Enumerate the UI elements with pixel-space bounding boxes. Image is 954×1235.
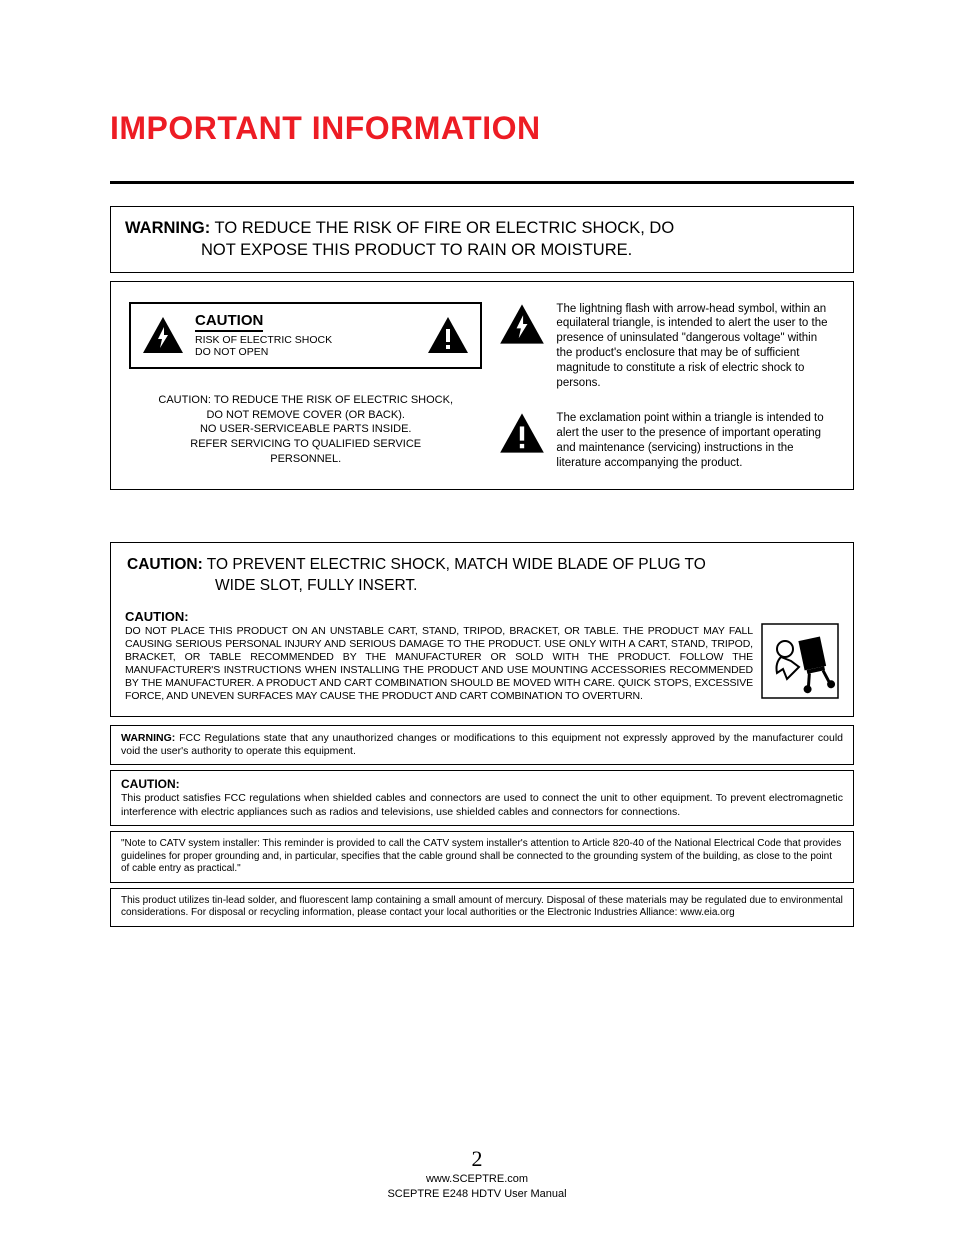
caution-plug-box: CAUTION: TO PREVENT ELECTRIC SHOCK, MATC… xyxy=(110,542,854,717)
caution-cart-label: CAUTION: xyxy=(125,609,753,624)
caution-inner-title: CAUTION xyxy=(195,312,263,332)
exclamation-triangle-icon xyxy=(498,411,546,455)
page-footer: 2 www.SCEPTRE.com SCEPTRE E248 HDTV User… xyxy=(0,1146,954,1201)
footer-manual: SCEPTRE E248 HDTV User Manual xyxy=(0,1187,954,1201)
fcc-warning-box: WARNING: FCC Regulations state that any … xyxy=(110,725,854,766)
catv-note-box: "Note to CATV system installer: This rem… xyxy=(110,831,854,883)
lightning-symbol-row: The lightning flash with arrow-head symb… xyxy=(498,302,835,392)
fcc-caution-box: CAUTION: This product satisfies FCC regu… xyxy=(110,770,854,826)
page-title: IMPORTANT INFORMATION xyxy=(110,110,854,147)
warning-label: WARNING: xyxy=(125,219,210,237)
caution-inner-box: CAUTION RISK OF ELECTRIC SHOCK DO NOT OP… xyxy=(129,302,482,369)
caution-plug-line2: WIDE SLOT, FULLY INSERT. xyxy=(127,576,837,597)
footer-url: www.SCEPTRE.com xyxy=(0,1172,954,1186)
exclamation-description: The exclamation point within a triangle … xyxy=(556,411,835,471)
catv-note-text: "Note to CATV system installer: This rem… xyxy=(121,838,843,876)
caution-text: CAUTION: TO REDUCE THE RISK OF ELECTRIC … xyxy=(150,393,461,467)
warning-line1: TO REDUCE THE RISK OF FIRE OR ELECTRIC S… xyxy=(210,219,674,237)
warning-line2: NOT EXPOSE THIS PRODUCT TO RAIN OR MOIST… xyxy=(125,239,839,261)
fcc-caution-label: CAUTION: xyxy=(121,777,843,791)
lightning-triangle-icon xyxy=(141,315,185,355)
page-number: 2 xyxy=(0,1146,954,1172)
caution-inner-sub2: DO NOT OPEN xyxy=(195,346,416,359)
caution-plug-line1: TO PREVENT ELECTRIC SHOCK, MATCH WIDE BL… xyxy=(203,556,706,573)
cart-tip-icon xyxy=(761,623,839,699)
warning-box: WARNING: TO REDUCE THE RISK OF FIRE OR E… xyxy=(110,206,854,273)
fcc-warning-text: FCC Regulations state that any unauthori… xyxy=(121,732,843,757)
fcc-caution-text: This product satisfies FCC regulations w… xyxy=(121,792,843,819)
caution-plug-label: CAUTION: xyxy=(127,556,203,573)
safety-symbols-box: CAUTION RISK OF ELECTRIC SHOCK DO NOT OP… xyxy=(110,281,854,490)
caution-cart-text: DO NOT PLACE THIS PRODUCT ON AN UNSTABLE… xyxy=(125,625,753,704)
exclamation-triangle-icon xyxy=(426,315,470,355)
lightning-triangle-icon xyxy=(498,302,546,346)
exclamation-symbol-row: The exclamation point within a triangle … xyxy=(498,411,835,471)
disposal-note-box: This product utilizes tin-lead solder, a… xyxy=(110,888,854,927)
caution-inner-sub1: RISK OF ELECTRIC SHOCK xyxy=(195,334,416,347)
lightning-description: The lightning flash with arrow-head symb… xyxy=(556,302,835,392)
fcc-warning-label: WARNING: xyxy=(121,732,175,744)
disposal-note-text: This product utilizes tin-lead solder, a… xyxy=(121,895,843,920)
divider xyxy=(110,181,854,184)
